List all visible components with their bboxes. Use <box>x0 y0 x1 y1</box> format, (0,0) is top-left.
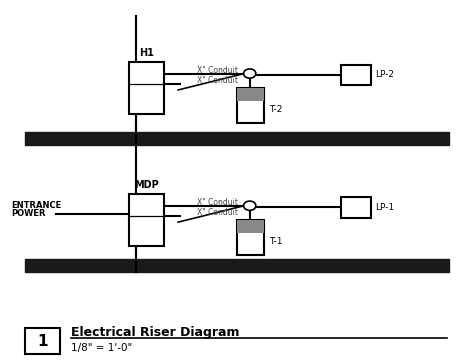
Text: X" Conduit: X" Conduit <box>197 66 238 75</box>
Text: X" Conduit: X" Conduit <box>197 198 238 207</box>
Circle shape <box>244 69 256 78</box>
Text: Electrical Riser Diagram: Electrical Riser Diagram <box>71 326 240 339</box>
Text: H1: H1 <box>139 48 154 58</box>
Bar <box>237 220 264 233</box>
Bar <box>25 328 60 354</box>
Bar <box>237 220 264 255</box>
Text: MDP: MDP <box>134 180 159 190</box>
Text: POWER: POWER <box>11 208 46 217</box>
Text: T-2: T-2 <box>269 105 283 114</box>
Bar <box>128 194 164 246</box>
Text: LP-2: LP-2 <box>375 71 394 80</box>
Text: LP-1: LP-1 <box>375 203 394 212</box>
Bar <box>237 88 264 123</box>
Circle shape <box>244 201 256 210</box>
Text: X" Conduit: X" Conduit <box>197 76 238 85</box>
Text: ENTRANCE: ENTRANCE <box>11 201 61 210</box>
Text: T-1: T-1 <box>269 237 283 246</box>
Bar <box>237 88 264 101</box>
Text: 1: 1 <box>37 334 48 348</box>
Bar <box>341 64 371 85</box>
Bar <box>128 62 164 114</box>
Text: 1/8" = 1'-0": 1/8" = 1'-0" <box>71 343 132 353</box>
Text: X" Conduit: X" Conduit <box>197 208 238 217</box>
Bar <box>341 197 371 217</box>
